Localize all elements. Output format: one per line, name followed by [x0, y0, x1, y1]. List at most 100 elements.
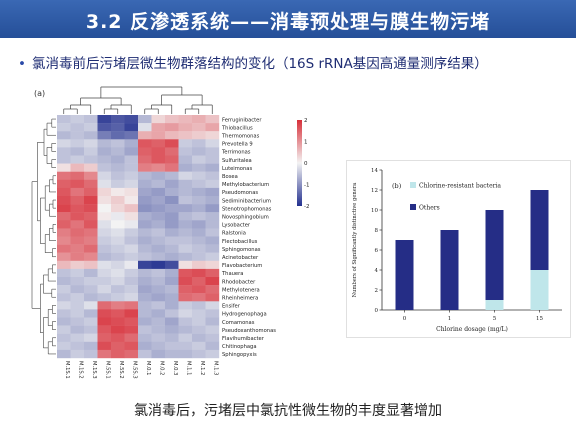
- heatmap-cell: [192, 123, 206, 132]
- heatmap-cell: [70, 293, 85, 302]
- heatmap-cell: [138, 252, 152, 261]
- heatmap-cell: [151, 139, 166, 148]
- y-axis-label: Numbers of Significantly distinctive gen…: [352, 183, 358, 298]
- heatmap-cell: [138, 115, 152, 124]
- heatmap-cell: [192, 139, 206, 148]
- heatmap-cell: [70, 171, 85, 180]
- heatmap-cell: [124, 260, 139, 270]
- heatmap-cell: [57, 277, 71, 286]
- heatmap-cell: [151, 115, 166, 124]
- heatmap-cell: [192, 196, 206, 205]
- heatmap-cell: [138, 179, 152, 189]
- y-tick-label: 4: [375, 268, 379, 274]
- heatmap-cell: [97, 293, 112, 302]
- heatmap-row-label: Flavobacterium: [222, 263, 262, 269]
- heatmap-cell: [151, 285, 166, 294]
- heatmap-cell: [178, 171, 193, 180]
- heatmap-cell: [178, 179, 193, 189]
- heatmap-cell: [138, 317, 152, 326]
- heatmap-cell: [70, 333, 85, 342]
- heatmap-cell: [84, 341, 98, 351]
- heatmap-cell: [151, 123, 166, 132]
- heatmap-cell: [205, 301, 220, 310]
- heatmap-cell: [97, 301, 112, 310]
- heatmap-cell: [178, 325, 193, 334]
- heatmap-cell: [205, 171, 220, 180]
- heatmap-cell: [178, 317, 193, 326]
- heatmap-row-label: Terrimonas: [221, 150, 251, 156]
- heatmap-cell: [138, 228, 152, 237]
- heatmap-cell: [124, 155, 139, 164]
- heatmap-cell: [205, 204, 220, 213]
- heatmap-row-label: Chitinophaga: [222, 344, 257, 350]
- heatmap-cell: [165, 171, 179, 180]
- heatmap-cell: [84, 349, 98, 359]
- heatmap-cell: [97, 349, 112, 359]
- chart-panel-label: (b): [392, 182, 402, 190]
- heatmap-cell: [57, 244, 71, 253]
- heatmap-cell: [111, 147, 125, 156]
- heatmap-cell: [111, 171, 125, 180]
- heatmap-cell: [178, 123, 193, 132]
- heatmap-cell: [70, 220, 85, 229]
- heatmap-cell: [97, 155, 112, 164]
- heatmap-cell: [124, 196, 139, 205]
- heatmap-cell: [192, 220, 206, 229]
- bar-chart-panel: 0 2 4 6 8 10 12 14 0 1 5 15 Chlorine dosage (mg/L) Nu…: [346, 160, 571, 338]
- heatmap-cell: [84, 179, 98, 189]
- heatmap-cell: [205, 349, 220, 359]
- heatmap-cell: [124, 212, 139, 221]
- heatmap-column-label: M.1.1: [185, 361, 191, 375]
- heatmap-row-label: Rhodobacter: [222, 279, 256, 285]
- heatmap-row-label: Ferruginibacter: [222, 117, 262, 123]
- heatmap-cell: [165, 309, 179, 318]
- heatmap-cell: [165, 220, 179, 229]
- heatmap-cell: [84, 333, 98, 342]
- heatmap-cell: [111, 309, 125, 318]
- heatmap-cell: [84, 228, 98, 237]
- heatmap-cell: [70, 277, 85, 286]
- heatmap-cell: [84, 317, 98, 326]
- heatmap-cell: [138, 293, 152, 302]
- heatmap-cell: [111, 260, 125, 270]
- heatmap-row-label: Ralstonia: [222, 231, 246, 237]
- heatmap-cell: [165, 293, 179, 302]
- heatmap-cell: [84, 139, 98, 148]
- heatmap-cell: [97, 252, 112, 261]
- heatmap-cell: [84, 260, 98, 270]
- heatmap-cell: [138, 212, 152, 221]
- heatmap-cell: [138, 131, 152, 140]
- heatmap-cell: [124, 236, 139, 245]
- bar-others: [440, 230, 459, 310]
- heatmap-cell: [192, 260, 206, 270]
- heatmap-cell: [124, 244, 139, 253]
- heatmap-cell: [205, 293, 220, 302]
- heatmap-cell: [70, 228, 85, 237]
- heatmap-cell: [205, 147, 220, 156]
- heatmap-cell: [178, 277, 193, 286]
- heatmap-cell: [192, 244, 206, 253]
- heatmap-cell: [84, 204, 98, 213]
- heatmap-cell: [70, 260, 85, 270]
- heatmap-cell: [165, 187, 179, 197]
- heatmap-cell: [192, 212, 206, 221]
- heatmap-cell: [165, 277, 179, 286]
- heatmap-cell: [84, 147, 98, 156]
- heatmap-row-label: Acinetobacter: [222, 255, 259, 261]
- heatmap-cell: [111, 317, 125, 326]
- heatmap-cell: [205, 252, 220, 261]
- heatmap-row-label: Sphingopyxis: [222, 352, 257, 358]
- heatmap-cell: [84, 325, 98, 334]
- heatmap-cell: [151, 131, 166, 140]
- heatmap-cell: [165, 260, 179, 270]
- heatmap-cell: [124, 187, 139, 197]
- heatmap-cell: [165, 115, 179, 124]
- heatmap-cell: [205, 333, 220, 342]
- heatmap-cell: [178, 204, 193, 213]
- heatmap-cell: [192, 301, 206, 310]
- heatmap-cell: [111, 131, 125, 140]
- heatmap-panel: (a) Ferruginibacter Thiobacillus Thermomona…: [30, 78, 340, 408]
- heatmap-cell: [205, 163, 220, 172]
- heatmap-cell: [111, 349, 125, 359]
- heatmap-cell: [70, 236, 85, 245]
